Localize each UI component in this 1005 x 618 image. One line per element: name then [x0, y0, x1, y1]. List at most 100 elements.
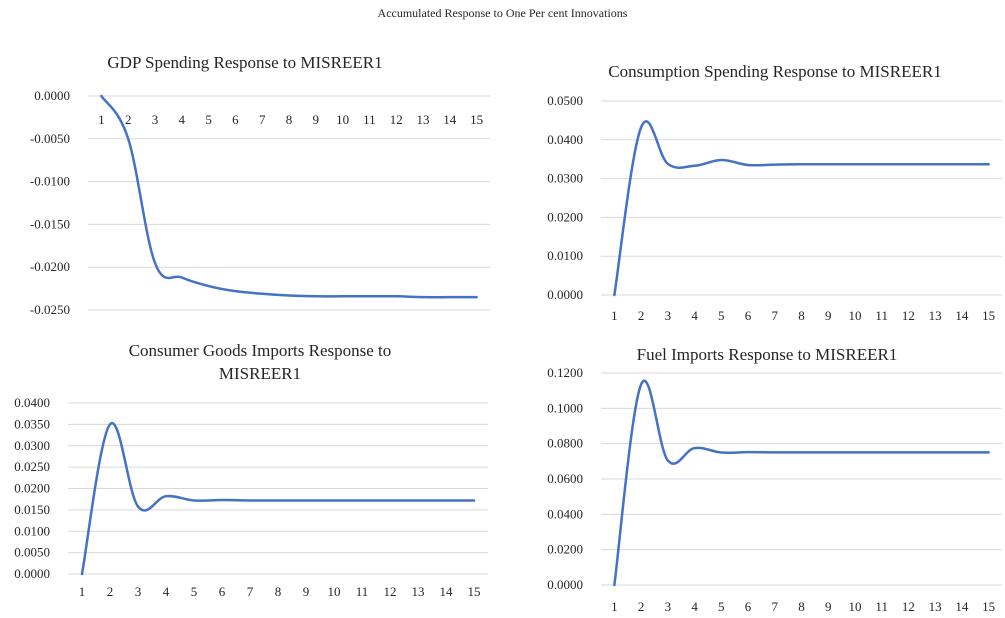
chart-title: GDP Spending Response to MISREER1: [107, 53, 382, 72]
x-tick-label: 9: [303, 584, 310, 599]
x-tick-label: 5: [718, 308, 725, 323]
y-tick-label: 0.0000: [547, 577, 583, 592]
x-tick-label: 3: [152, 112, 159, 127]
y-tick-label: 0.0200: [14, 481, 50, 496]
y-tick-label: 0.0000: [547, 287, 583, 302]
chart-consumption-spending: Consumption Spending Response to MISREER…: [505, 40, 1005, 330]
x-tick-label: 9: [825, 599, 832, 614]
x-tick-label: 6: [219, 584, 226, 599]
x-tick-label: 7: [247, 584, 254, 599]
x-tick-label: 1: [79, 584, 86, 599]
y-tick-label: 0.0300: [14, 438, 50, 453]
x-tick-label: 9: [825, 308, 832, 323]
x-tick-label: 12: [390, 112, 403, 127]
x-tick-label: 15: [470, 112, 483, 127]
x-tick-label: 2: [638, 308, 645, 323]
x-tick-label: 12: [902, 308, 915, 323]
y-tick-label: 0.0100: [14, 523, 50, 538]
chart-svg: Consumer Goods Imports Response to MISREE…: [14, 341, 488, 599]
y-tick-label: -0.0100: [30, 174, 70, 189]
chart-gdp-spending: GDP Spending Response to MISREER1 0.0000 -…: [0, 40, 500, 330]
y-tick-label: 0.0100: [547, 248, 583, 263]
y-tick-label: 0.0350: [14, 416, 50, 431]
y-tick-label: 0.0300: [547, 171, 583, 186]
x-tick-label: 2: [638, 599, 645, 614]
x-tick-label: 1: [98, 112, 105, 127]
x-tick-label: 10: [848, 308, 861, 323]
x-tick-label: 7: [772, 599, 779, 614]
chart-title: Consumer Goods Imports Response to: [129, 341, 392, 360]
y-tick-label: 0.0400: [547, 506, 583, 521]
chart-title: Consumption Spending Response to MISREER…: [608, 62, 941, 81]
x-tick-label: 7: [772, 308, 779, 323]
y-tick-label: -0.0250: [30, 302, 70, 317]
x-tick-label: 15: [468, 584, 481, 599]
chart-fuel-imports: Fuel Imports Response to MISREER1 0.0000 0…: [505, 332, 1005, 618]
x-tick-label: 15: [982, 599, 995, 614]
x-tick-label: 4: [163, 584, 170, 599]
series-line: [80, 422, 476, 576]
y-tick-label: 0.0000: [34, 88, 70, 103]
series-line: [100, 94, 478, 299]
x-tick-label: 3: [135, 584, 142, 599]
y-tick-label: 0.0150: [14, 502, 50, 517]
x-tick-label: 3: [665, 308, 672, 323]
x-tick-label: 10: [336, 112, 349, 127]
figure-title: Accumulated Response to One Per cent Inn…: [377, 6, 628, 20]
y-tick-label: 0.0400: [547, 132, 583, 147]
y-tick-label: 0.0050: [14, 545, 50, 560]
chart-svg: GDP Spending Response to MISREER1 0.0000 -…: [30, 53, 490, 317]
y-tick-label: 0.0000: [14, 566, 50, 581]
x-tick-label: 14: [955, 308, 969, 323]
x-tick-label: 8: [286, 112, 293, 127]
x-tick-label: 4: [691, 599, 698, 614]
x-tick-label: 11: [356, 584, 369, 599]
y-tick-label: 0.1000: [547, 400, 583, 415]
y-tick-label: -0.0200: [30, 259, 70, 274]
y-tick-label: 0.1200: [547, 365, 583, 380]
x-tick-label: 5: [718, 599, 725, 614]
y-tick-label: 0.0800: [547, 436, 583, 451]
y-tick-label: 0.0500: [547, 93, 583, 108]
y-tick-label: 0.0250: [14, 459, 50, 474]
x-tick-label: 8: [798, 308, 805, 323]
chart-svg: Consumption Spending Response to MISREER…: [547, 62, 1002, 323]
x-tick-label: 7: [259, 112, 266, 127]
x-tick-label: 1: [611, 599, 618, 614]
x-tick-label: 14: [440, 584, 454, 599]
x-tick-label: 11: [875, 599, 888, 614]
y-tick-label: -0.0150: [30, 216, 70, 231]
x-tick-label: 1: [611, 308, 618, 323]
x-tick-label: 4: [179, 112, 186, 127]
x-tick-label: 15: [982, 308, 995, 323]
x-tick-label: 14: [955, 599, 969, 614]
chart-title: Fuel Imports Response to MISREER1: [637, 345, 898, 364]
x-tick-label: 8: [275, 584, 282, 599]
x-tick-label: 5: [191, 584, 198, 599]
series-line: [613, 379, 990, 587]
x-tick-label: 14: [443, 112, 457, 127]
x-tick-label: 2: [107, 584, 114, 599]
y-tick-label: -0.0050: [30, 131, 70, 146]
x-tick-label: 9: [313, 112, 320, 127]
y-tick-label: 0.0600: [547, 471, 583, 486]
x-tick-label: 10: [848, 599, 861, 614]
x-tick-label: 6: [745, 599, 752, 614]
y-tick-label: 0.0200: [547, 209, 583, 224]
chart-title: MISREER1: [219, 364, 301, 383]
x-tick-label: 6: [232, 112, 239, 127]
x-tick-label: 5: [205, 112, 212, 127]
x-tick-label: 13: [412, 584, 425, 599]
y-tick-label: 0.0200: [547, 542, 583, 557]
x-tick-label: 11: [363, 112, 376, 127]
chart-svg: Fuel Imports Response to MISREER1 0.0000 0…: [547, 345, 1002, 614]
x-tick-label: 11: [875, 308, 888, 323]
y-tick-label: 0.0400: [14, 395, 50, 410]
series-line: [613, 120, 990, 297]
x-tick-label: 8: [798, 599, 805, 614]
x-tick-label: 13: [929, 599, 942, 614]
chart-consumer-goods-imports: Consumer Goods Imports Response to MISREE…: [0, 332, 500, 618]
x-tick-label: 3: [665, 599, 672, 614]
x-tick-label: 2: [125, 112, 132, 127]
x-tick-label: 12: [384, 584, 397, 599]
